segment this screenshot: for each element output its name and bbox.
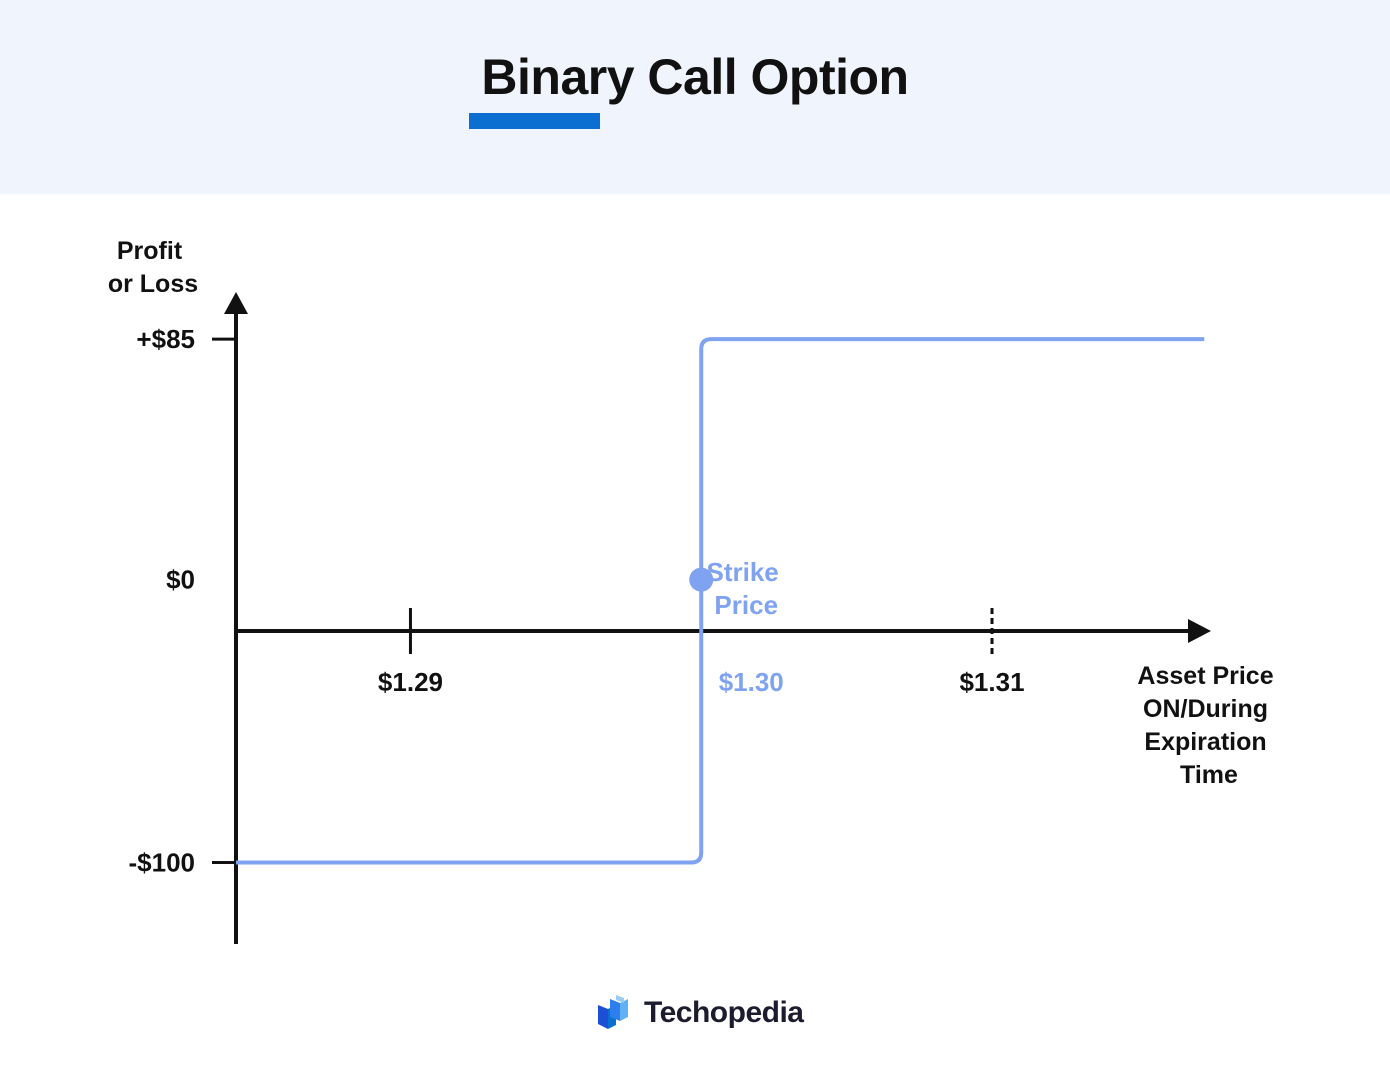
header-banner — [0, 0, 1390, 194]
y-tick-label: $0 — [166, 565, 195, 595]
strike-annotation-line: Strike — [706, 557, 778, 587]
x-axis-arrow-icon — [1188, 619, 1211, 643]
strike-annotation-line: Price — [714, 590, 778, 620]
x-tick-label: $1.29 — [378, 667, 443, 697]
x-axis-label-line: Asset Price — [1137, 662, 1273, 690]
payoff-line — [236, 337, 1205, 865]
y-axis-label: Profit or Loss — [108, 237, 198, 298]
y-tick-label: -$100 — [129, 848, 196, 878]
x-axis-label-line: ON/During — [1143, 695, 1268, 723]
strike-price-label: $1.30 — [719, 667, 784, 697]
footer-brand: Techopedia — [644, 996, 804, 1029]
x-tick-label: $1.31 — [959, 667, 1024, 697]
strike-point — [689, 567, 714, 592]
x-axis-label-line: Expiration — [1144, 728, 1266, 756]
techopedia-logo-icon — [598, 995, 628, 1029]
x-axis-label: Asset Price ON/During Expiration Time — [1137, 662, 1280, 789]
x-axis-label-line: Time — [1180, 761, 1238, 789]
y-tick-group: +$85 $0 -$100 — [129, 324, 236, 878]
title-underline — [469, 113, 600, 129]
y-axis-label-line: or Loss — [108, 270, 198, 298]
page-title: Binary Call Option — [481, 49, 909, 105]
y-axis-label-line: Profit — [117, 237, 183, 265]
y-axis-arrow-icon — [224, 292, 248, 314]
x-tick-group: $1.29 $1.31 — [378, 608, 1025, 697]
y-tick-label: +$85 — [136, 324, 195, 354]
strike-annotation: Strike Price — [706, 557, 786, 620]
